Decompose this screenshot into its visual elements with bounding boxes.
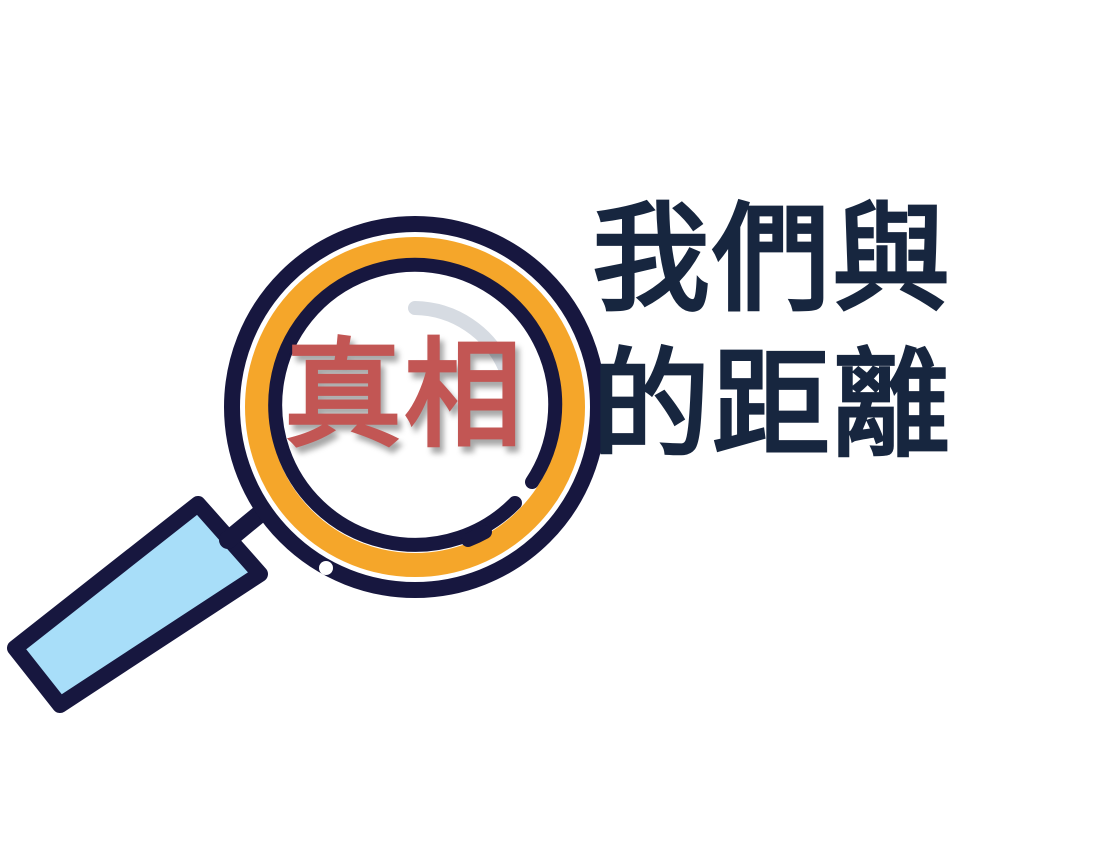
magnifier-inner-rim-segment: [461, 525, 492, 547]
headline-line-1: 我們與: [592, 189, 953, 328]
headline-line-2: 的距離: [592, 335, 953, 474]
highlight-word: 真相: [284, 325, 525, 464]
magnifier-inner-rim: [268, 257, 563, 552]
rim-highlight-dot: [319, 561, 333, 575]
magnifier-neck: [219, 503, 271, 549]
lens-glare: [408, 301, 512, 375]
magnifier-handle: [7, 496, 268, 713]
magnifier-orange-ring: [245, 237, 585, 577]
magnifier-outer-rim: [224, 216, 606, 598]
